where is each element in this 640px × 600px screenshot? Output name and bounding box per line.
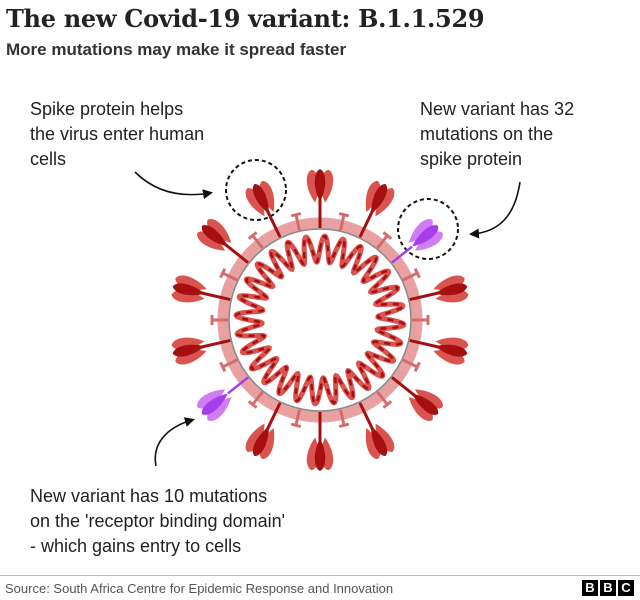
membrane-protein-stub — [338, 409, 350, 428]
membrane-protein-stub — [247, 231, 264, 250]
dashed-highlight-spike — [225, 159, 287, 221]
spike-protein — [171, 275, 231, 303]
annotation-rbd-mutations: New variant has 10 mutations on the 'rec… — [30, 484, 285, 559]
annotation-spike-mutations: New variant has 32 mutations on the spik… — [420, 97, 574, 172]
page-subtitle: More mutations may make it spread faster — [6, 40, 347, 59]
membrane-protein-stub — [210, 315, 228, 325]
membrane-protein-stub — [247, 390, 264, 409]
logo-letter: C — [618, 580, 634, 596]
membrane-protein-stub — [412, 315, 430, 325]
annotation-line: Spike protein helps — [30, 99, 184, 119]
logo-letter: B — [600, 580, 616, 596]
annotation-line: the virus enter human — [30, 124, 205, 144]
membrane-protein-stub — [219, 358, 238, 373]
membrane-inner-line — [228, 228, 412, 412]
membrane-protein-stub — [376, 390, 393, 409]
annotation-line: New variant has 32 — [420, 99, 575, 119]
membrane-protein-stub — [376, 231, 393, 250]
source-text: Source: South Africa Centre for Epidemic… — [5, 581, 394, 596]
spike-protein — [409, 275, 469, 303]
dashed-highlight-mutation — [397, 198, 459, 260]
membrane-protein-stub — [290, 212, 302, 231]
spike-protein — [245, 180, 282, 238]
arrow-spike-protein — [134, 171, 213, 200]
spike-protein — [409, 337, 469, 365]
spike-protein — [390, 376, 443, 421]
spike-protein — [245, 402, 282, 460]
annotation-line: cells — [30, 149, 67, 169]
spike-protein — [197, 219, 250, 264]
membrane-protein-stub — [402, 358, 421, 373]
bbc-logo: B B C — [582, 580, 634, 596]
spike-protein — [306, 169, 334, 228]
arrow-rbd-mutations — [154, 417, 195, 467]
annotation-line: spike protein — [420, 149, 523, 169]
footer-divider — [0, 575, 640, 576]
annotation-line: New variant has 10 mutations — [30, 486, 268, 506]
spike-protein — [306, 412, 334, 471]
arrow-spike-mutations — [469, 181, 521, 239]
spike-protein — [358, 402, 395, 460]
membrane-protein-stub — [338, 212, 350, 231]
annotation-line: mutations on the — [420, 124, 554, 144]
spike-protein — [171, 337, 231, 365]
annotation-spike-protein: Spike protein helps the virus enter huma… — [30, 97, 204, 172]
logo-letter: B — [582, 580, 598, 596]
page-title: The new Covid-19 variant: B.1.1.529 — [6, 4, 485, 33]
annotation-line: on the 'receptor binding domain' — [30, 511, 286, 531]
membrane-protein-stub — [402, 267, 421, 282]
annotation-line: - which gains entry to cells — [30, 536, 242, 556]
mutated-spike-protein — [197, 376, 249, 421]
membrane-protein-stub — [290, 409, 302, 428]
membrane-protein-stub — [219, 267, 238, 282]
rna-helix-back — [233, 233, 407, 407]
spike-protein — [358, 180, 395, 238]
mutated-spike-protein — [391, 219, 443, 264]
